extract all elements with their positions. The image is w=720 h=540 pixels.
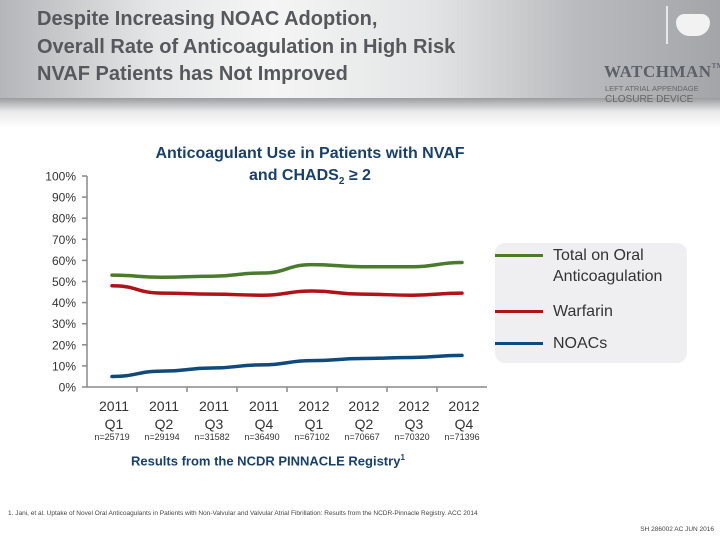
- x-tick-label-year: 2012: [298, 398, 329, 414]
- title-line: NVAF Patients has Not Improved: [37, 63, 348, 85]
- x-tick-label-year: 2011: [149, 398, 179, 414]
- chart-title-line: and CHADS2 ≥ 2: [120, 165, 500, 193]
- registry-text: Results from the NCDR PINNACLE Registry: [131, 453, 401, 469]
- sample-size-label: n=25719: [94, 432, 129, 442]
- chart-title-line: Anticoagulant Use in Patients with NVAF: [155, 145, 465, 162]
- chart-title-subscript: 2: [338, 176, 345, 188]
- x-tick-label-quarter: Q4: [255, 416, 274, 432]
- watchman-device-icon: [676, 14, 710, 36]
- x-tick-label-quarter: Q1: [305, 416, 324, 432]
- legend-label: Total on Oral Anticoagulation: [553, 247, 663, 285]
- footnote: 1. Jani, et al. Uptake of Novel Oral Ant…: [8, 510, 478, 517]
- logo-subtitle: CLOSURE DEVICE: [605, 94, 694, 105]
- registry-superscript: 1: [400, 453, 405, 462]
- chart-title-text: and CHADS: [249, 167, 339, 184]
- chart-title: Anticoagulant Use in Patients with NVAF …: [120, 143, 500, 193]
- legend-item: Warfarin: [495, 301, 613, 322]
- y-tick-label: 0%: [59, 381, 77, 395]
- y-tick-label: 30%: [52, 317, 76, 331]
- y-tick-label: 50%: [52, 275, 76, 289]
- y-tick-label: 100%: [45, 170, 76, 184]
- y-tick-label: 40%: [52, 296, 76, 310]
- sample-size-label: n=71396: [444, 432, 479, 442]
- series-line-total-on-oral-anticoagulation: [110, 260, 464, 280]
- x-tick-label-year: 2011: [249, 398, 279, 414]
- y-tick-label: 60%: [52, 254, 76, 268]
- chart-title-text: ≥ 2: [344, 167, 371, 184]
- sample-size-label: n=70320: [394, 432, 429, 442]
- legend-item: NOACs: [495, 333, 607, 354]
- x-tick-label-quarter: Q1: [105, 416, 124, 432]
- x-tick-label-year: 2012: [398, 398, 429, 414]
- x-tick-label-year: 2012: [448, 398, 479, 414]
- sample-size-label: n=36490: [244, 432, 279, 442]
- y-tick-label: 90%: [52, 191, 76, 205]
- logo-wordmark: WATCHMANTM: [604, 62, 720, 82]
- sample-size-label: n=70667: [344, 432, 379, 442]
- legend: Total on Oral Anticoagulation Warfarin NOAC…: [495, 243, 687, 363]
- logo-tm: TM: [711, 62, 720, 70]
- x-tick-label-quarter: Q3: [205, 416, 224, 432]
- x-tick-label-quarter: Q4: [455, 416, 474, 432]
- header-band: [0, 0, 720, 98]
- registry-caption: Results from the NCDR PINNACLE Registry1: [131, 453, 405, 468]
- title-line: Overall Rate of Anticoagulation in High …: [37, 35, 456, 58]
- legend-label: Warfarin: [553, 303, 613, 320]
- x-tick-label-year: 2012: [348, 398, 379, 414]
- logo-word: WATCHMAN: [604, 62, 712, 81]
- x-tick-label-quarter: Q2: [155, 416, 174, 432]
- sample-size-label: n=31582: [194, 432, 229, 442]
- logo-divider: [666, 6, 668, 44]
- slide-code: SH 286002 AC JUN 2016: [640, 526, 714, 533]
- legend-item: Total on Oral Anticoagulation: [495, 245, 662, 287]
- logo-subtitle: LEFT ATRIAL APPENDAGE: [605, 84, 699, 93]
- x-tick-label-quarter: Q3: [405, 416, 424, 432]
- y-tick-label: 10%: [52, 359, 76, 373]
- series-line-warfarin: [110, 283, 464, 297]
- x-tick-label-year: 2011: [99, 398, 129, 414]
- legend-swatch: [495, 310, 543, 313]
- legend-swatch: [495, 254, 543, 257]
- sample-size-label: n=67102: [294, 432, 329, 442]
- sample-size-label: n=29194: [144, 432, 179, 442]
- header-shadow: [0, 98, 720, 128]
- slide-title: Despite Increasing NOAC Adoption, Overal…: [37, 6, 455, 89]
- series-line-noacs: [110, 353, 464, 379]
- y-tick-label: 20%: [52, 338, 76, 352]
- legend-swatch: [495, 342, 543, 345]
- x-tick-label-quarter: Q2: [355, 416, 374, 432]
- y-tick-label: 70%: [52, 233, 76, 247]
- title-line: Despite Increasing NOAC Adoption,: [37, 8, 378, 30]
- y-tick-label: 80%: [52, 212, 76, 226]
- legend-label: NOACs: [553, 335, 608, 352]
- x-tick-label-year: 2011: [199, 398, 229, 414]
